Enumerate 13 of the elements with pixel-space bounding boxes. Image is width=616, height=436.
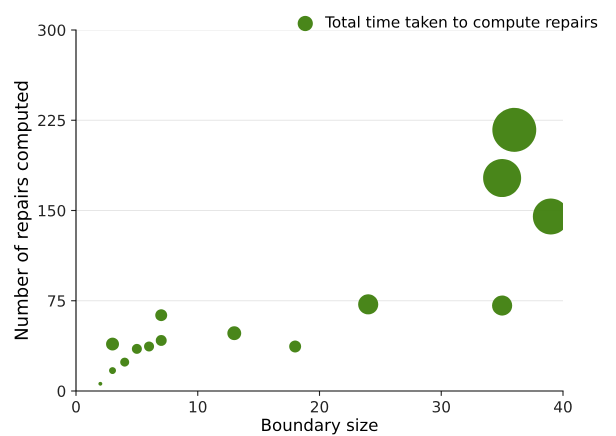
x-tick-label: 40: [554, 400, 572, 413]
x-tick-label: 10: [190, 400, 206, 413]
y-tick-label: 75: [48, 295, 65, 307]
x-axis-title: Boundary size: [262, 418, 378, 434]
x-tick-label: 0: [72, 400, 80, 413]
y-axis-title: Number of repairs computed: [14, 82, 32, 340]
x-tick-label: 30: [432, 400, 450, 413]
y-tick-label: 0: [58, 385, 66, 398]
legend-label: Total time taken to compute repairs: [325, 16, 598, 31]
x-tick-label: 20: [310, 400, 328, 413]
y-tick-label: 150: [38, 204, 66, 217]
y-tick-label: 225: [38, 114, 65, 126]
y-tick-label: 300: [38, 24, 66, 36]
